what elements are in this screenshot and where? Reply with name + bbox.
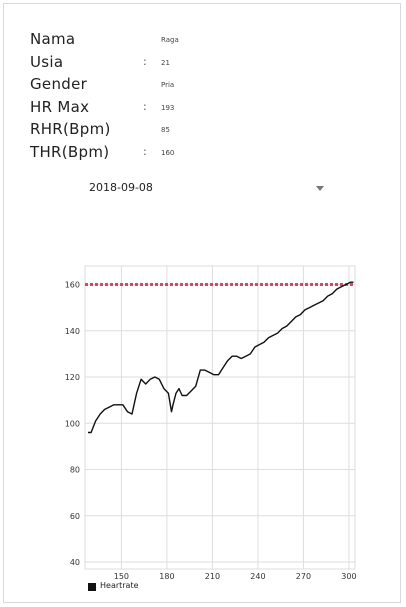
y-tick-label: 80 [70, 466, 80, 475]
heartrate-series-line [88, 281, 354, 434]
age-value: 21 [161, 58, 170, 67]
gender-label: Gender [30, 75, 88, 93]
chevron-down-icon[interactable] [316, 186, 324, 191]
legend-label-heartrate: Heartrate [100, 581, 139, 590]
gender-value: Pria [161, 81, 175, 89]
x-tick-label: 270 [296, 572, 311, 581]
legend-swatch-heartrate [88, 583, 96, 591]
chart-plot-border [84, 265, 356, 570]
hr-max-label: HR Max [30, 97, 90, 116]
hr-max-colon: : [143, 99, 147, 113]
x-tick-label: 150 [114, 572, 129, 581]
age-colon: : [143, 54, 147, 68]
rhr-value: 85 [161, 126, 170, 134]
y-tick-label: 120 [65, 373, 80, 382]
age-label: Usia [30, 52, 64, 71]
name-label: Nama [30, 30, 76, 48]
hr-max-value: 193 [161, 103, 175, 112]
app-screen [3, 3, 401, 603]
y-tick-label: 100 [65, 419, 80, 428]
rhr-label: RHR(Bpm) [30, 120, 111, 138]
x-tick-label: 180 [159, 572, 174, 581]
chart-grid [84, 265, 356, 570]
name-value: Raga [161, 36, 179, 44]
x-tick-label: 300 [341, 572, 356, 581]
y-tick-label: 60 [70, 512, 80, 521]
date-dropdown[interactable]: 2018-09-08 [70, 178, 340, 200]
chart-ticks: 40 60 80 100 120 140 160 150 180 210 240 270 300 [65, 281, 357, 581]
y-tick-label: 40 [70, 558, 80, 567]
x-tick-label: 240 [250, 572, 265, 581]
thr-colon: : [143, 144, 147, 158]
thr-label: THR(Bpm) [30, 142, 110, 161]
chart-series-layer [85, 281, 355, 434]
x-tick-label: 210 [205, 572, 220, 581]
date-value: 2018-09-08 [89, 181, 153, 194]
y-tick-label: 140 [65, 327, 80, 336]
y-tick-label: 160 [65, 281, 80, 290]
thr-value: 160 [161, 148, 175, 157]
